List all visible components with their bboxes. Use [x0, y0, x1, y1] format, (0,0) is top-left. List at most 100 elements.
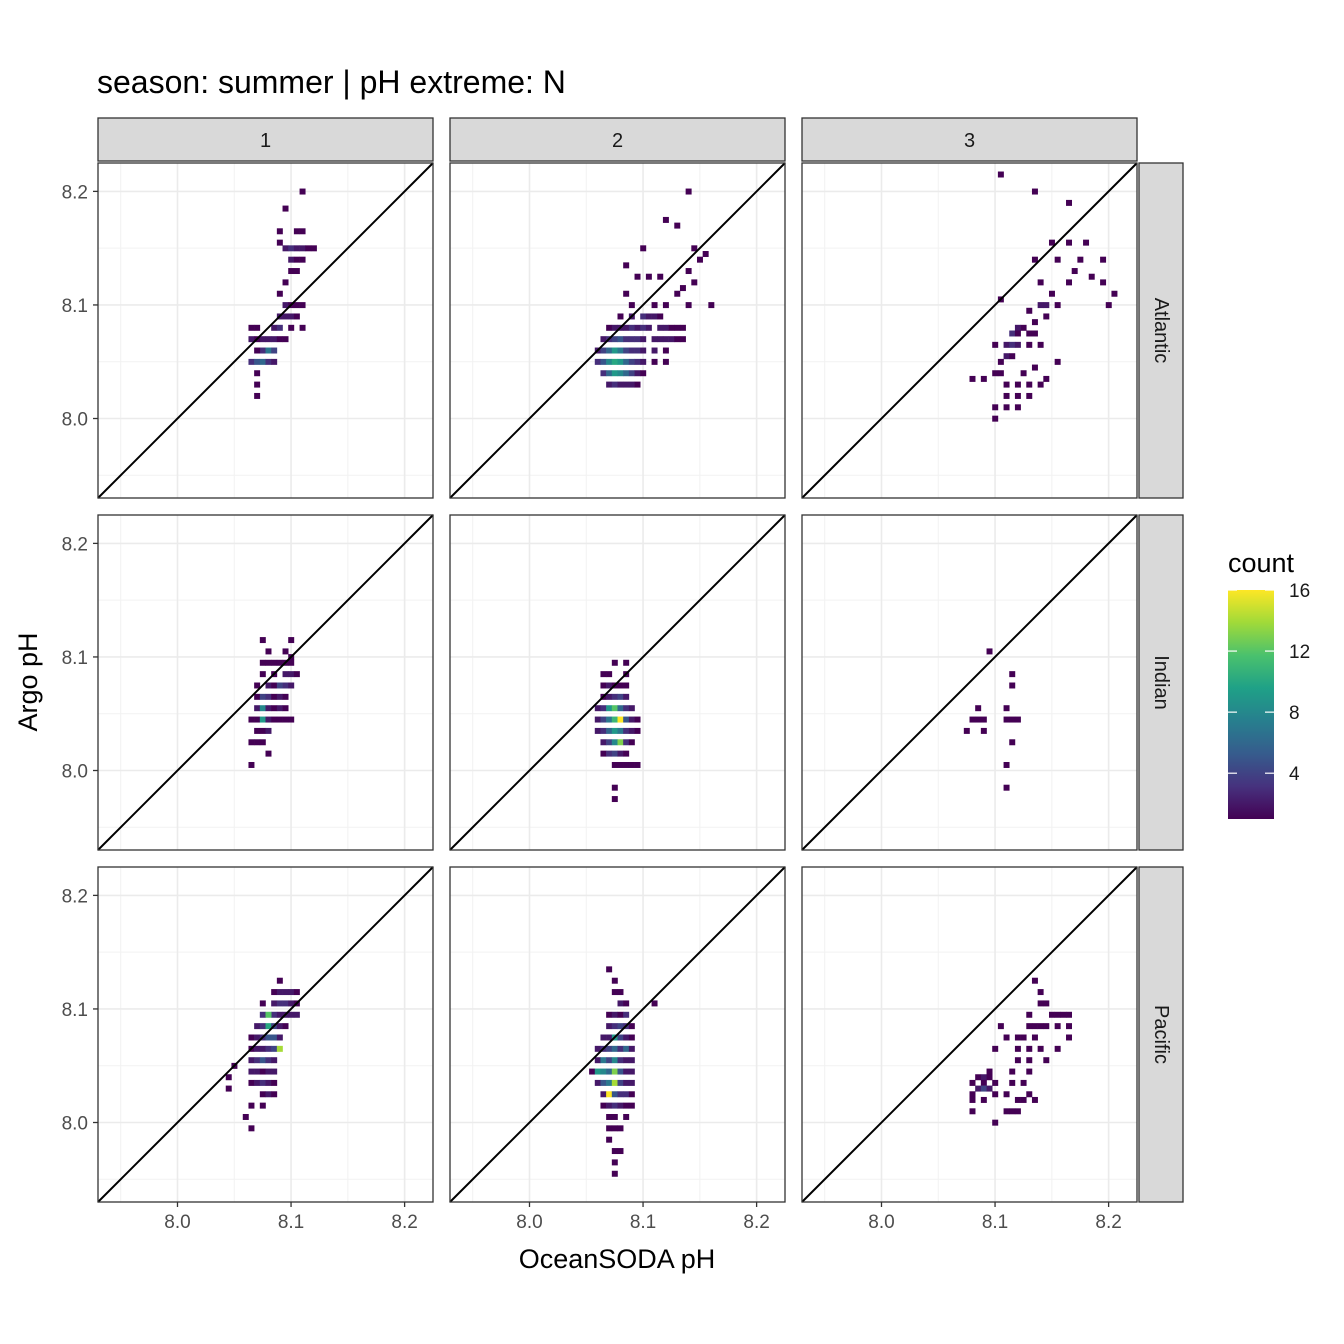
heatmap-cell	[265, 716, 272, 723]
heatmap-cell	[628, 761, 635, 768]
heatmap-cell	[276, 659, 283, 666]
heatmap-cell	[225, 1074, 232, 1081]
heatmap-cell	[276, 977, 283, 984]
heatmap-cell	[611, 1079, 618, 1086]
heatmap-cell	[254, 716, 261, 723]
heatmap-cell	[1014, 404, 1021, 411]
heatmap-cell	[248, 1079, 255, 1086]
heatmap-cell	[606, 671, 613, 678]
heatmap-cell	[271, 1068, 278, 1075]
heatmap-cell	[276, 1000, 283, 1007]
heatmap-cell	[265, 750, 272, 757]
heatmap-cell	[282, 705, 289, 712]
heatmap-cell	[1009, 330, 1016, 337]
heatmap-cell	[623, 1000, 630, 1007]
heatmap-cell	[986, 1074, 993, 1081]
heatmap-cell	[617, 381, 624, 388]
heatmap-cell	[265, 1057, 272, 1064]
heatmap-cell	[299, 256, 306, 263]
heatmap-cell	[1043, 302, 1050, 309]
heatmap-cell	[600, 1034, 607, 1041]
y-tick-label: 8.0	[62, 410, 88, 431]
heatmap-cell	[1009, 353, 1016, 360]
heatmap-cell	[969, 1079, 976, 1086]
heatmap-cell	[265, 1068, 272, 1075]
heatmap-cell	[1014, 341, 1021, 348]
heatmap-cell	[282, 313, 289, 320]
heatmap-cell	[1043, 375, 1050, 382]
heatmap-cell	[1054, 302, 1061, 309]
heatmap-cell	[606, 693, 613, 700]
heatmap-cell	[293, 989, 300, 996]
heatmap-cell	[634, 336, 641, 343]
heatmap-cell	[668, 324, 675, 331]
heatmap-cell	[265, 336, 272, 343]
heatmap-cell	[259, 705, 266, 712]
heatmap-cell	[645, 273, 652, 280]
y-tick-label: 8.2	[62, 534, 88, 555]
heatmap-cell	[254, 693, 261, 700]
heatmap-cell	[628, 716, 635, 723]
identity-line	[801, 514, 1138, 851]
heatmap-cell	[1014, 330, 1021, 337]
heatmap-cell	[1014, 392, 1021, 399]
heatmap-cell	[606, 739, 613, 746]
heatmap-cell	[611, 1159, 618, 1166]
heatmap-cell	[662, 336, 669, 343]
heatmap-cell	[271, 324, 278, 331]
panel-indian-3	[801, 514, 1138, 851]
heatmap-cell	[594, 358, 601, 365]
heatmap-cell	[975, 705, 982, 712]
heatmap-cell	[1020, 1079, 1027, 1086]
heatmap-cell	[248, 716, 255, 723]
strip-row-label: Indian	[1150, 655, 1172, 710]
heatmap-cell	[628, 1079, 635, 1086]
heatmap-cell	[254, 381, 261, 388]
heatmap-cell	[628, 705, 635, 712]
heatmap-cell	[651, 347, 658, 354]
heatmap-cell	[679, 285, 686, 292]
heatmap-cell	[282, 1023, 289, 1030]
heatmap-cell	[657, 336, 664, 343]
heatmap-cell	[589, 1068, 596, 1075]
heatmap-cell	[623, 1102, 630, 1109]
heatmap-cell	[980, 1096, 987, 1103]
heatmap-cell	[1048, 290, 1055, 297]
heatmap-cell	[1009, 1108, 1016, 1115]
heatmap-cell	[611, 1011, 618, 1018]
legend-title: count	[1228, 548, 1295, 578]
identity-line	[97, 514, 434, 851]
heatmap-cell	[259, 739, 266, 746]
heatmap-cell	[271, 989, 278, 996]
heatmap-cell	[259, 727, 266, 734]
heatmap-cell	[299, 228, 306, 235]
heatmap-cell	[640, 336, 647, 343]
heatmap-cell	[1066, 1034, 1073, 1041]
heatmap-cell	[1037, 341, 1044, 348]
heatmap-cell	[980, 716, 987, 723]
heatmap-cell	[600, 671, 607, 678]
heatmap-cell	[617, 1000, 624, 1007]
heatmap-cell	[1009, 716, 1016, 723]
heatmap-cell	[634, 324, 641, 331]
heatmap-cell	[628, 1057, 635, 1064]
y-tick-label: 8.2	[62, 182, 88, 203]
heatmap-cell	[617, 1148, 624, 1155]
heatmap-cell	[1009, 1068, 1016, 1075]
heatmap-cell	[685, 268, 692, 275]
heatmap-cell	[1009, 682, 1016, 689]
heatmap-cell	[594, 1045, 601, 1052]
heatmap-cell	[1026, 330, 1033, 337]
heatmap-cell	[606, 347, 613, 354]
heatmap-cell	[617, 693, 624, 700]
heatmap-cell	[276, 1023, 283, 1030]
heatmap-cell	[975, 716, 982, 723]
heatmap-cell	[651, 313, 658, 320]
heatmap-cell	[259, 693, 266, 700]
heatmap-cell	[662, 347, 669, 354]
strip-col-1	[97, 117, 434, 162]
heatmap-cell	[1026, 1023, 1033, 1030]
heatmap-cell	[282, 989, 289, 996]
heatmap-cell	[282, 336, 289, 343]
x-tick-label: 8.1	[630, 1212, 656, 1233]
